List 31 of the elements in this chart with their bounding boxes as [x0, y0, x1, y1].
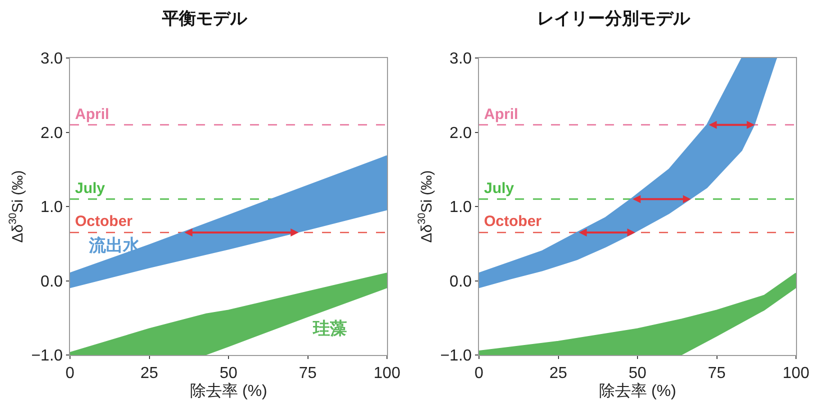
ref-line-label: July — [484, 180, 515, 197]
x-tick-label: 0 — [66, 365, 75, 382]
y-tick-label: 1.0 — [40, 199, 63, 216]
ref-line-label: April — [75, 106, 110, 123]
ref-line-label: October — [75, 213, 133, 230]
x-tick-label: 75 — [708, 365, 726, 382]
x-tick-label: 25 — [549, 365, 568, 382]
y-tick-label: 1.0 — [450, 199, 472, 216]
y-tick-label: 2.0 — [450, 124, 472, 142]
x-tick-label: 0 — [474, 365, 484, 382]
x-tick-label: 100 — [374, 365, 400, 382]
chart-title: 平衡モデル — [161, 9, 248, 28]
chart-title: レイリー分別モデル — [537, 9, 691, 28]
y-tick-label: 3.0 — [40, 50, 63, 68]
ref-line-label: April — [484, 106, 518, 123]
series-label: 珪藻 — [312, 319, 347, 338]
y-tick-label: 0.0 — [450, 273, 472, 290]
x-tick-label: 50 — [220, 365, 238, 382]
x-axis-title: 除去率 (%) — [598, 382, 676, 400]
y-tick-label: −1.0 — [440, 348, 472, 365]
ref-line-label: July — [75, 180, 106, 197]
x-tick-label: 25 — [140, 365, 158, 382]
x-tick-label: 100 — [782, 365, 810, 382]
y-tick-label: 2.0 — [40, 124, 63, 142]
y-tick-label: −1.0 — [31, 348, 63, 365]
ref-line-label: October — [484, 213, 542, 230]
x-tick-label: 50 — [628, 365, 646, 382]
x-axis-title: 除去率 (%) — [190, 382, 268, 400]
y-tick-label: 0.0 — [40, 273, 63, 290]
y-tick-label: 3.0 — [450, 50, 472, 68]
x-tick-label: 75 — [298, 365, 317, 382]
